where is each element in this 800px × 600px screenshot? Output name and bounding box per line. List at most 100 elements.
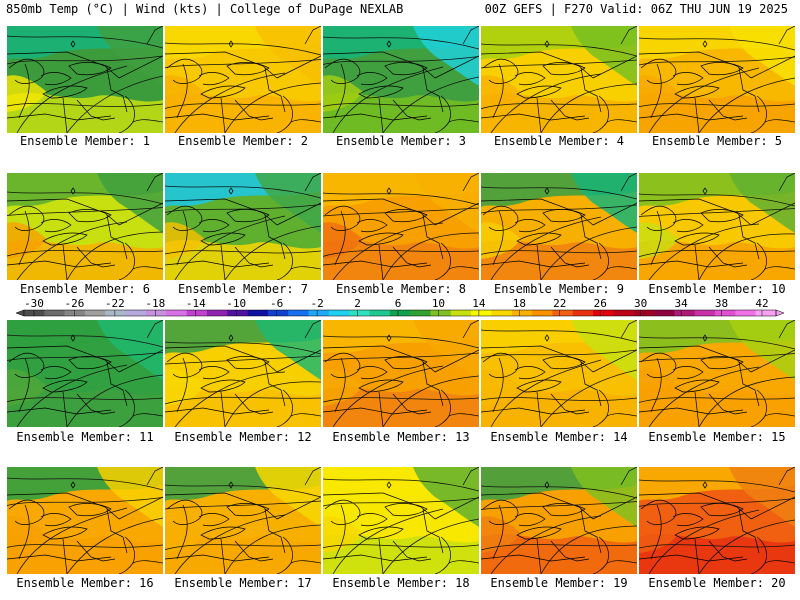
ensemble-member-1-map: [7, 26, 163, 133]
colorbar-tick-label: 38: [715, 297, 728, 310]
colorbar-tick-label: -2: [310, 297, 323, 310]
ensemble-member-17-map: [165, 467, 321, 574]
colorbar-swatch: [654, 310, 675, 316]
ensemble-member-11-map: [7, 320, 163, 427]
colorbar-tick-label: -30: [24, 297, 44, 310]
colorbar-swatch: [511, 310, 533, 316]
ensemble-member-10-map: [639, 173, 795, 280]
ensemble-member-14-map: [481, 320, 637, 427]
ensemble-member-18-map: [323, 467, 479, 574]
chart-title: 850mb Temp (°C) | Wind (kts) | College o…: [6, 2, 404, 16]
colorbar-max-arrow: [775, 309, 785, 317]
ensemble-member-label: Ensemble Member: 11: [16, 430, 154, 444]
colorbar-swatch: [715, 310, 736, 316]
colorbar-swatch: [532, 310, 553, 316]
colorbar-swatch: [328, 310, 350, 316]
colorbar-tick-label: -10: [226, 297, 246, 310]
colorbar-tick-label: 2: [354, 297, 361, 310]
colorbar-swatch: [267, 310, 289, 316]
colorbar-swatch: [552, 310, 574, 316]
ensemble-member-13-map: [323, 320, 479, 427]
ensemble-member-label: Ensemble Member: 6: [19, 282, 151, 296]
ensemble-member-label: Ensemble Member: 13: [332, 430, 470, 444]
ensemble-member-2-map: [165, 26, 321, 133]
colorbar-swatch: [145, 310, 167, 316]
ensemble-member-19-map: [481, 467, 637, 574]
ensemble-member-label: Ensemble Member: 18: [332, 576, 470, 590]
colorbar-min-arrow: [15, 309, 25, 317]
colorbar-swatch: [105, 310, 126, 316]
colorbar-swatch: [206, 310, 228, 316]
colorbar-tick-label: -18: [145, 297, 165, 310]
ensemble-member-label: Ensemble Member: 8: [335, 282, 467, 296]
colorbar-swatch: [694, 310, 716, 316]
colorbar-swatch: [430, 310, 452, 316]
temperature-colorbar: -30 -26 -22 -18 -14 -10 -6 -2 2 6 10 14 18 22 26 30 34 38…: [15, 297, 785, 317]
ensemble-member-label: Ensemble Member: 2: [177, 134, 309, 148]
colorbar-swatch: [613, 310, 635, 316]
ensemble-member-label: Ensemble Member: 10: [648, 282, 786, 296]
colorbar-swatch: [633, 310, 655, 316]
colorbar-swatch: [186, 310, 208, 316]
colorbar-swatch: [84, 310, 106, 316]
ensemble-member-15-map: [639, 320, 795, 427]
ensemble-member-9-map: [481, 173, 637, 280]
ensemble-member-20-map: [639, 467, 795, 574]
colorbar-swatch: [125, 310, 147, 316]
ensemble-member-label: Ensemble Member: 5: [651, 134, 783, 148]
colorbar-tick-label: 18: [513, 297, 526, 310]
colorbar-swatch: [491, 310, 513, 316]
colorbar-swatch: [227, 310, 248, 316]
colorbar-swatch: [450, 310, 472, 316]
colorbar-tick-label: -6: [270, 297, 283, 310]
colorbar-swatch: [166, 310, 187, 316]
colorbar-swatch: [735, 310, 756, 316]
colorbar-tick-label: -14: [186, 297, 206, 310]
ensemble-member-label: Ensemble Member: 15: [648, 430, 786, 444]
colorbar-swatch: [593, 310, 614, 316]
colorbar-swatch: [572, 310, 594, 316]
ensemble-member-3-map: [323, 26, 479, 133]
ensemble-member-label: Ensemble Member: 14: [490, 430, 628, 444]
colorbar-swatch: [288, 310, 309, 316]
ensemble-member-7-map: [165, 173, 321, 280]
colorbar-swatch: [389, 310, 411, 316]
model-run-valid-time: 00Z GEFS | F270 Valid: 06Z THU JUN 19 20…: [484, 2, 788, 16]
ensemble-member-label: Ensemble Member: 20: [648, 576, 786, 590]
colorbar-tick-label: 6: [395, 297, 402, 310]
colorbar-tick-label: 10: [432, 297, 445, 310]
colorbar-tick-label: -26: [65, 297, 85, 310]
colorbar-swatch: [755, 310, 777, 316]
ensemble-member-label: Ensemble Member: 4: [493, 134, 625, 148]
colorbar-tick-label: 34: [674, 297, 688, 310]
colorbar-swatch: [410, 310, 431, 316]
ensemble-member-16-map: [7, 467, 163, 574]
ensemble-member-4-map: [481, 26, 637, 133]
colorbar-swatch: [369, 310, 391, 316]
colorbar-tick-label: 42: [755, 297, 768, 310]
ensemble-member-label: Ensemble Member: 3: [335, 134, 467, 148]
colorbar-swatch: [44, 310, 65, 316]
colorbar-swatch: [308, 310, 330, 316]
ensemble-member-12-map: [165, 320, 321, 427]
ensemble-member-label: Ensemble Member: 17: [174, 576, 312, 590]
ensemble-member-5-map: [639, 26, 795, 133]
ensemble-member-label: Ensemble Member: 1: [19, 134, 151, 148]
colorbar-tick-label: 22: [553, 297, 566, 310]
colorbar-swatch: [674, 310, 696, 316]
colorbar-swatch: [349, 310, 370, 316]
colorbar-tick-label: -22: [105, 297, 125, 310]
ensemble-member-6-map: [7, 173, 163, 280]
ensemble-member-label: Ensemble Member: 12: [174, 430, 312, 444]
colorbar-swatch: [247, 310, 269, 316]
colorbar-swatch: [64, 310, 86, 316]
ensemble-member-8-map: [323, 173, 479, 280]
colorbar-swatch: [24, 310, 45, 316]
ensemble-member-label: Ensemble Member: 16: [16, 576, 154, 590]
ensemble-member-label: Ensemble Member: 7: [177, 282, 309, 296]
colorbar-tick-label: 26: [594, 297, 607, 310]
colorbar-tick-label: 30: [634, 297, 647, 310]
ensemble-member-label: Ensemble Member: 19: [490, 576, 628, 590]
colorbar-swatch: [471, 310, 492, 316]
ensemble-member-label: Ensemble Member: 9: [493, 282, 625, 296]
